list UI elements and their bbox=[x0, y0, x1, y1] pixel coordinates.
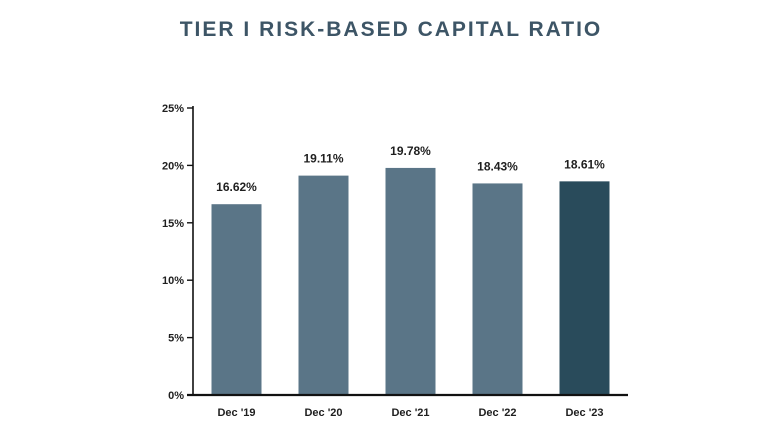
x-tick-label: Dec '19 bbox=[217, 407, 255, 419]
y-tick-label: 25% bbox=[162, 103, 184, 115]
data-label: 19.78% bbox=[390, 144, 431, 158]
x-tick-label: Dec '20 bbox=[304, 407, 342, 419]
data-label: 18.43% bbox=[477, 159, 518, 173]
y-tick-label: 15% bbox=[162, 218, 184, 230]
x-tick-label: Dec '23 bbox=[565, 407, 603, 419]
bar-dec-20 bbox=[298, 175, 349, 395]
bar-dec-19 bbox=[211, 204, 262, 395]
bar-dec-22 bbox=[472, 183, 523, 395]
y-tick-label: 20% bbox=[162, 160, 184, 172]
y-axis: 0% 5% 10% 15% 20% 25% bbox=[162, 103, 194, 402]
y-tick-label: 5% bbox=[168, 333, 184, 345]
chart-title: TIER I RISK-BASED CAPITAL RATIO bbox=[179, 18, 603, 41]
y-tick-label: 0% bbox=[168, 390, 184, 402]
data-label: 19.11% bbox=[303, 152, 343, 166]
bar-dec-21 bbox=[385, 167, 436, 395]
x-axis: Dec '19 Dec '20 Dec '21 Dec '22 Dec '23 bbox=[187, 393, 628, 419]
bar-dec-23 bbox=[559, 181, 610, 395]
x-tick-label: Dec '22 bbox=[478, 407, 516, 419]
data-label: 16.62% bbox=[216, 180, 257, 194]
y-tick-label: 10% bbox=[162, 275, 184, 287]
x-tick-label: Dec '21 bbox=[391, 407, 429, 419]
data-label: 18.61% bbox=[564, 157, 605, 171]
bars: 16.62% 19.11% 19.78% 18.43% 18.61% bbox=[211, 144, 610, 395]
